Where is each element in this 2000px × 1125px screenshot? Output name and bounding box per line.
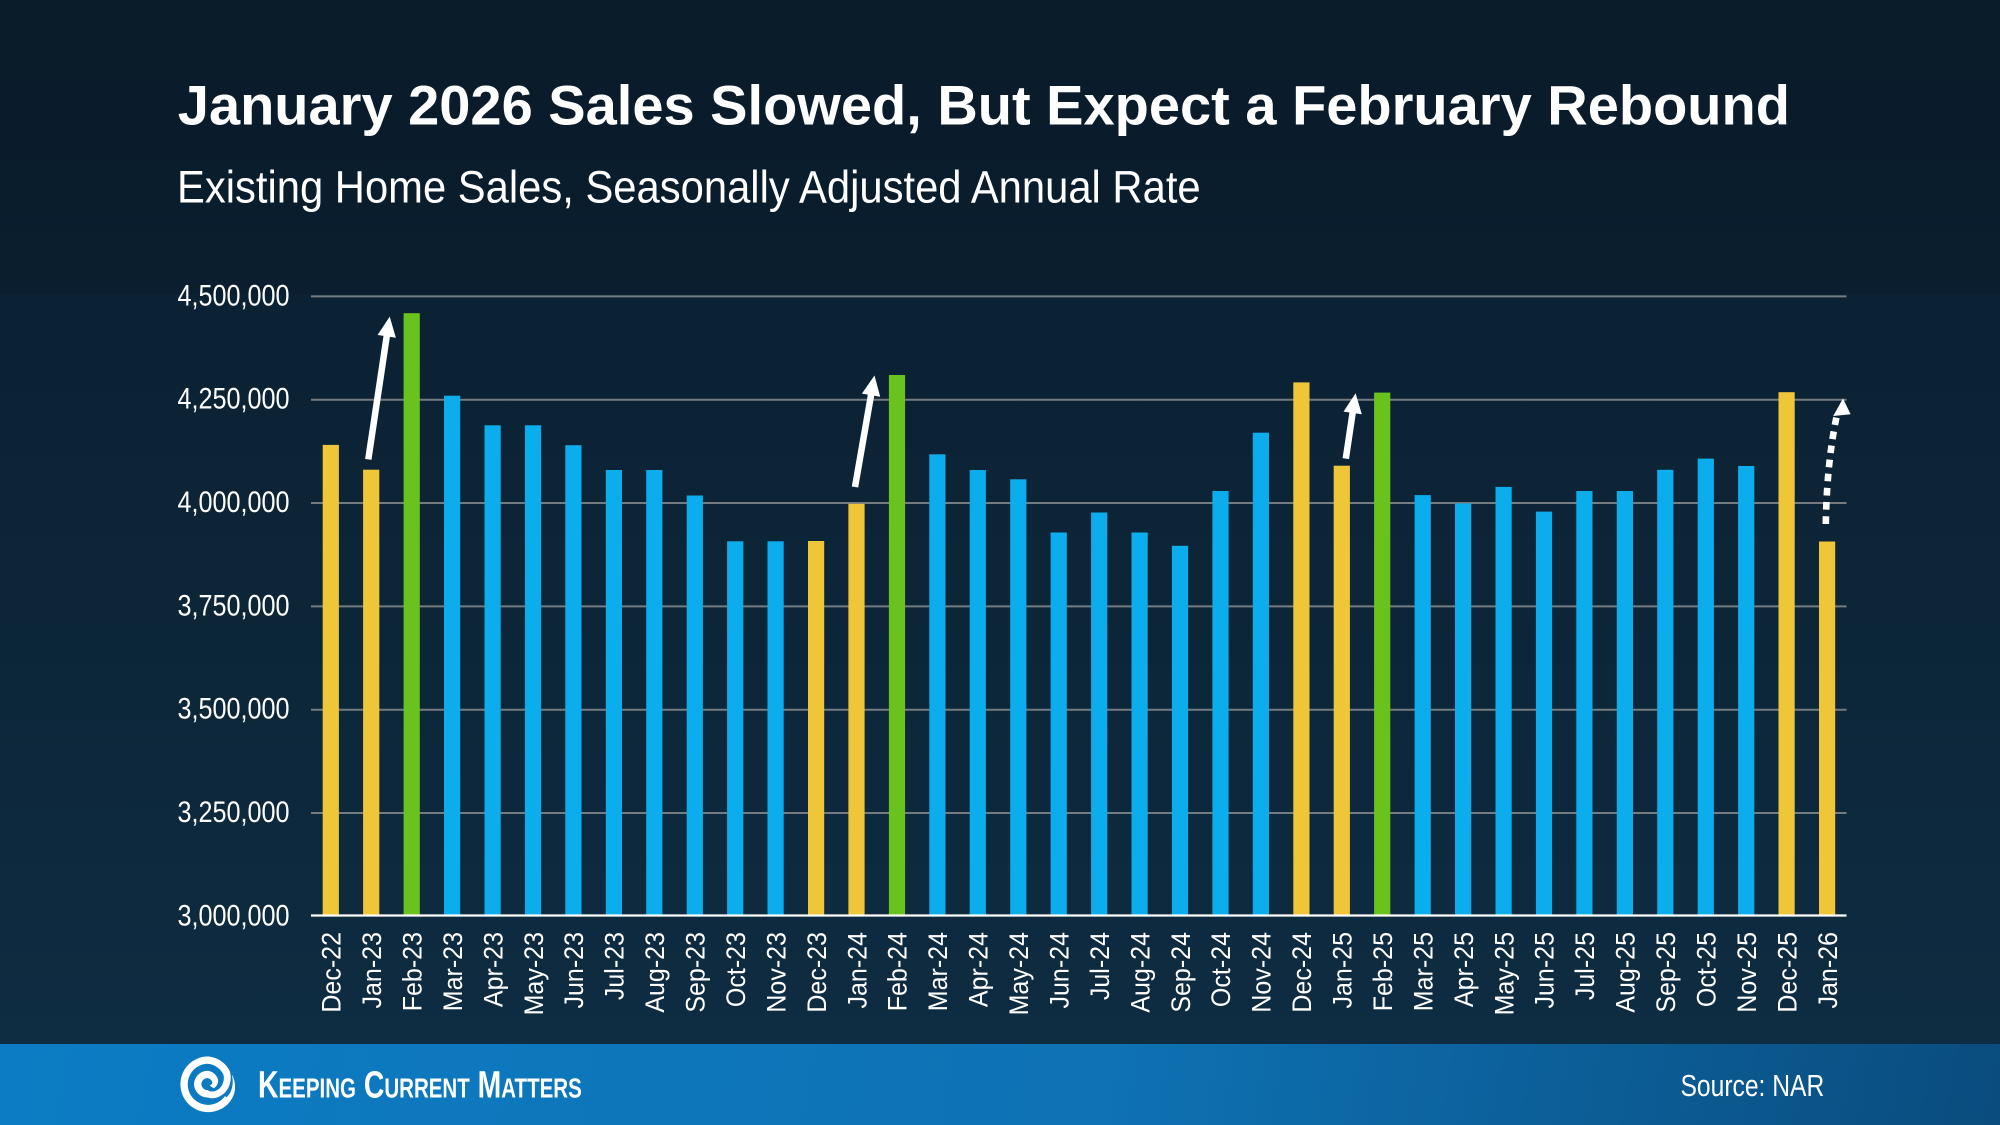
svg-text:Feb-24: Feb-24 bbox=[882, 932, 913, 1011]
svg-text:4,500,000: 4,500,000 bbox=[177, 278, 289, 312]
svg-text:Nov-23: Nov-23 bbox=[760, 932, 791, 1013]
svg-text:3,750,000: 3,750,000 bbox=[177, 588, 289, 622]
svg-text:Apr-23: Apr-23 bbox=[477, 932, 508, 1007]
svg-text:Apr-25: Apr-25 bbox=[1448, 932, 1479, 1007]
svg-text:Sep-23: Sep-23 bbox=[680, 932, 711, 1013]
svg-text:Sep-24: Sep-24 bbox=[1165, 932, 1196, 1013]
svg-text:Jan-23: Jan-23 bbox=[356, 932, 387, 1008]
svg-text:Source: NAR: Source: NAR bbox=[1681, 1069, 1825, 1103]
svg-text:3,000,000: 3,000,000 bbox=[177, 898, 289, 932]
svg-text:Mar-25: Mar-25 bbox=[1407, 932, 1438, 1011]
svg-text:3,250,000: 3,250,000 bbox=[177, 795, 289, 829]
svg-text:Dec-23: Dec-23 bbox=[801, 932, 832, 1013]
svg-text:Jan-25: Jan-25 bbox=[1327, 932, 1358, 1008]
svg-text:Oct-24: Oct-24 bbox=[1205, 932, 1236, 1007]
svg-text:May-23: May-23 bbox=[518, 932, 549, 1015]
svg-text:Sep-25: Sep-25 bbox=[1650, 932, 1681, 1013]
svg-text:Jul-24: Jul-24 bbox=[1084, 932, 1115, 1000]
svg-text:Jul-23: Jul-23 bbox=[599, 932, 630, 1000]
svg-text:Jun-24: Jun-24 bbox=[1044, 932, 1075, 1008]
svg-text:Jun-25: Jun-25 bbox=[1529, 932, 1560, 1008]
svg-text:Mar-23: Mar-23 bbox=[437, 932, 468, 1011]
svg-text:Nov-25: Nov-25 bbox=[1731, 932, 1762, 1013]
svg-text:Aug-23: Aug-23 bbox=[639, 932, 670, 1013]
svg-text:Jun-23: Jun-23 bbox=[558, 932, 589, 1008]
svg-text:January 2026 Sales Slowed, But: January 2026 Sales Slowed, But Expect a … bbox=[178, 74, 1790, 137]
svg-text:Jan-24: Jan-24 bbox=[841, 932, 872, 1008]
svg-text:Dec-24: Dec-24 bbox=[1286, 932, 1317, 1013]
svg-text:Apr-24: Apr-24 bbox=[963, 932, 994, 1007]
svg-text:Oct-25: Oct-25 bbox=[1691, 932, 1722, 1007]
svg-text:May-24: May-24 bbox=[1003, 932, 1034, 1015]
svg-text:Feb-25: Feb-25 bbox=[1367, 932, 1398, 1011]
svg-text:4,250,000: 4,250,000 bbox=[177, 382, 289, 416]
svg-text:Jan-26: Jan-26 bbox=[1812, 932, 1843, 1008]
svg-text:Aug-24: Aug-24 bbox=[1124, 932, 1155, 1013]
svg-text:Feb-23: Feb-23 bbox=[396, 932, 427, 1011]
svg-text:May-25: May-25 bbox=[1488, 932, 1519, 1015]
svg-text:Oct-23: Oct-23 bbox=[720, 932, 751, 1007]
svg-text:Mar-24: Mar-24 bbox=[922, 932, 953, 1011]
svg-text:Jul-25: Jul-25 bbox=[1569, 932, 1600, 1000]
svg-text:Existing Home Sales, Seasonall: Existing Home Sales, Seasonally Adjusted… bbox=[177, 163, 1201, 213]
svg-text:KEEPING CURRENT MATTERS: KEEPING CURRENT MATTERS bbox=[258, 1065, 582, 1107]
svg-text:3,500,000: 3,500,000 bbox=[177, 692, 289, 726]
svg-text:Dec-22: Dec-22 bbox=[316, 932, 347, 1013]
svg-text:Nov-24: Nov-24 bbox=[1246, 932, 1277, 1013]
svg-text:Aug-25: Aug-25 bbox=[1610, 932, 1641, 1013]
svg-text:Dec-25: Dec-25 bbox=[1771, 932, 1802, 1013]
svg-text:4,000,000: 4,000,000 bbox=[177, 485, 289, 519]
